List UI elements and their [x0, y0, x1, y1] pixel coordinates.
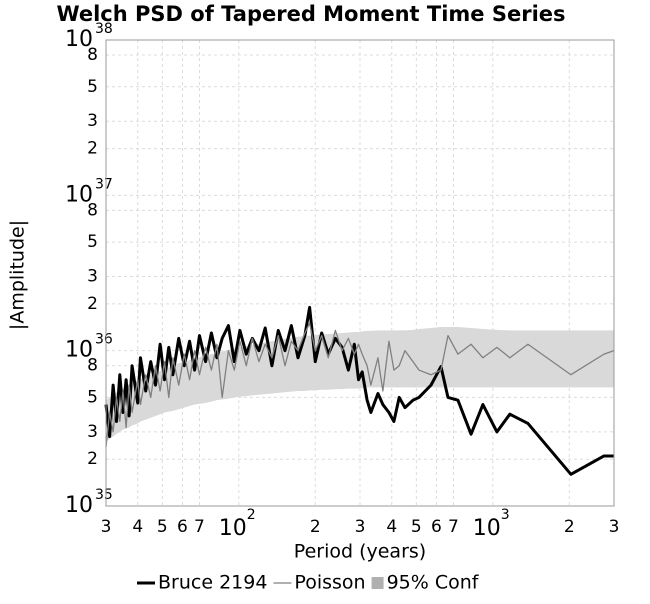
series-line — [104, 305, 614, 476]
y-tick-label: 8 — [87, 200, 98, 220]
y-tick-label: 3 — [87, 111, 98, 131]
legend-label: 95% Conf — [387, 572, 480, 594]
y-tick-label: 10 — [65, 338, 93, 363]
y-tick-label: 10 — [65, 27, 93, 52]
x-tick-label: 4 — [386, 517, 397, 537]
y-axis-label: |Amplitude| — [7, 220, 29, 330]
y-tick-label: 8 — [87, 45, 98, 65]
x-tick-label: 10 — [473, 516, 501, 541]
y-tick-exponent: 38 — [95, 21, 113, 37]
y-tick-label: 2 — [87, 139, 98, 159]
plot-frame — [105, 39, 615, 507]
legend-swatch — [371, 577, 384, 589]
x-tick-label: 7 — [194, 517, 205, 537]
chart-title: Welch PSD of Tapered Moment Time Series — [56, 2, 565, 26]
x-tick-label: 3 — [609, 517, 620, 537]
y-tick-label: 8 — [87, 356, 98, 376]
x-tick-label: 3 — [355, 517, 366, 537]
y-tick-base: 10 — [65, 493, 93, 518]
legend-label: Bruce 2194 — [158, 572, 267, 594]
y-tick-exponent: 37 — [95, 176, 113, 192]
legend-label: Poisson — [294, 572, 365, 594]
y-tick-label: 10 — [65, 182, 93, 207]
x-tick-label: 10 — [219, 516, 247, 541]
x-tick-label: 3 — [101, 517, 112, 537]
y-tick-label: 5 — [87, 77, 98, 97]
x-tick-label: 5 — [157, 517, 168, 537]
y-tick-exponent: 36 — [95, 332, 113, 348]
x-tick-label: 6 — [431, 517, 442, 537]
legend: Bruce 2194 Poisson 95% Conf — [137, 572, 480, 594]
x-tick-label: 2 — [564, 517, 575, 537]
y-tick-label: 3 — [87, 267, 98, 287]
y-tick-label: 2 — [87, 449, 98, 469]
x-tick-label: 5 — [411, 517, 422, 537]
x-tick-label: 4 — [132, 517, 143, 537]
y-tick-exponent: 35 — [95, 487, 113, 503]
x-tick-label: 2 — [310, 517, 321, 537]
x-tick-exponent: 2 — [247, 507, 256, 523]
series-line — [105, 322, 615, 448]
y-tick-label: 2 — [87, 294, 98, 314]
y-tick-label: 3 — [87, 422, 98, 442]
x-axis-label: Period (years) — [294, 541, 426, 563]
y-tick-base: 10 — [65, 182, 93, 207]
y-tick-base: 10 — [65, 27, 93, 52]
y-tick-label: 10 — [65, 493, 93, 518]
x-tick-label: 6 — [177, 517, 188, 537]
plot-layer — [104, 39, 615, 507]
x-tick-label: 7 — [448, 517, 459, 537]
y-tick-base: 10 — [65, 338, 93, 363]
y-tick-label: 5 — [87, 232, 98, 252]
x-tick-exponent: 3 — [501, 507, 510, 523]
y-tick-label: 5 — [87, 387, 98, 407]
